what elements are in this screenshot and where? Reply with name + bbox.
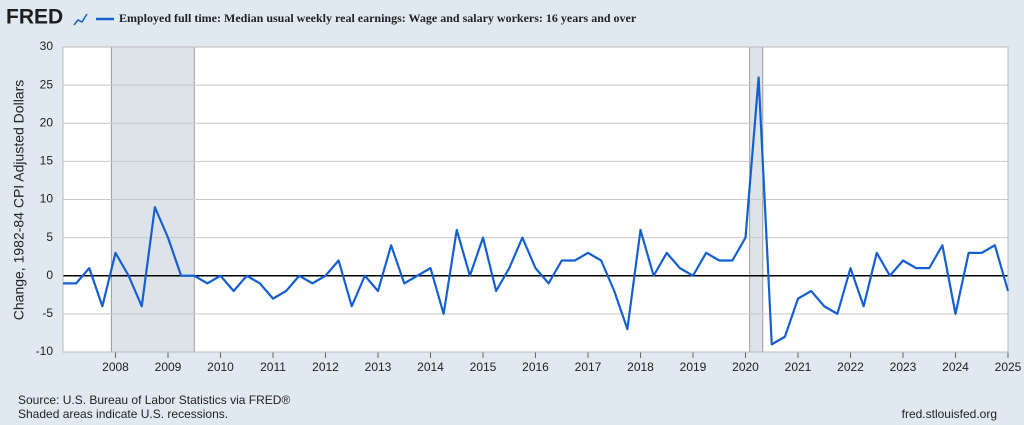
x-tick-label: 2012	[312, 360, 339, 374]
y-tick-label: 30	[40, 39, 54, 53]
y-tick-label: 10	[40, 192, 54, 206]
x-tick-label: 2021	[785, 360, 812, 374]
x-tick-label: 2023	[890, 360, 917, 374]
x-tick-label: 2010	[207, 360, 234, 374]
x-tick-label: 2017	[575, 360, 602, 374]
url: fred.stlouisfed.org	[902, 407, 997, 421]
x-tick-label: 2016	[522, 360, 549, 374]
x-tick-label: 2019	[680, 360, 707, 374]
y-tick-label: 25	[40, 77, 54, 91]
x-tick-label: 2020	[732, 360, 759, 374]
plot-border	[62, 46, 1009, 353]
note: Shaded areas indicate U.S. recessions.	[18, 407, 228, 421]
logo: FRED	[6, 6, 63, 29]
y-tick-label: -5	[42, 306, 53, 320]
x-tick-label: 2008	[102, 360, 129, 374]
x-tick-label: 2025	[995, 360, 1022, 374]
x-tick-label: 2022	[837, 360, 864, 374]
x-tick-label: 2011	[260, 360, 286, 374]
y-tick-label: 0	[46, 268, 53, 282]
x-tick-label: 2009	[155, 360, 182, 374]
x-tick-label: 2013	[365, 360, 392, 374]
y-tick-label: -10	[36, 344, 54, 358]
y-tick-label: 20	[40, 115, 54, 129]
y-axis-label: Change, 1982-84 CPI Adjusted Dollars	[11, 80, 27, 320]
y-tick-label: 5	[46, 230, 53, 244]
source: Source: U.S. Bureau of Labor Statistics …	[18, 393, 290, 407]
legend-label: Employed full time: Median usual weekly …	[119, 11, 637, 25]
x-tick-label: 2018	[627, 360, 654, 374]
logo-icon	[73, 13, 88, 26]
series-line	[63, 76, 1010, 346]
x-tick-label: 2014	[417, 360, 444, 374]
x-tick-label: 2024	[942, 360, 969, 374]
x-tick-label: 2015	[470, 360, 497, 374]
y-tick-label: 15	[40, 154, 54, 168]
